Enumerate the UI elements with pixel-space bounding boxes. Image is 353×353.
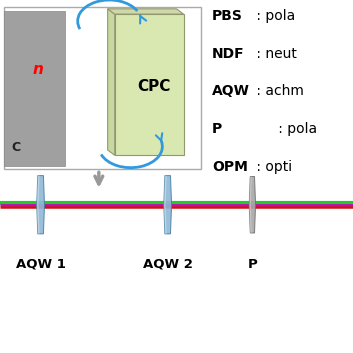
Text: : pola: : pola xyxy=(252,9,296,23)
Polygon shape xyxy=(249,176,252,233)
Text: CPC: CPC xyxy=(137,79,170,94)
Text: : opti: : opti xyxy=(252,160,293,174)
Text: C: C xyxy=(11,141,20,154)
Text: P: P xyxy=(212,122,222,136)
Text: : pola: : pola xyxy=(252,122,317,136)
Text: AQW 2: AQW 2 xyxy=(143,258,193,271)
Polygon shape xyxy=(108,9,184,14)
Polygon shape xyxy=(37,175,44,234)
Bar xyxy=(4,7,201,169)
Text: PBS: PBS xyxy=(212,9,243,23)
Polygon shape xyxy=(108,9,115,155)
Text: n: n xyxy=(32,62,43,77)
Bar xyxy=(4,11,65,166)
Text: : achm: : achm xyxy=(252,84,304,98)
Polygon shape xyxy=(115,14,184,155)
Text: AQW 1: AQW 1 xyxy=(16,258,66,271)
Text: P: P xyxy=(247,258,257,271)
Text: : neut: : neut xyxy=(252,47,297,61)
Polygon shape xyxy=(37,175,40,234)
Polygon shape xyxy=(164,175,167,234)
Text: OPM: OPM xyxy=(212,160,248,174)
Polygon shape xyxy=(249,176,256,233)
Polygon shape xyxy=(164,175,172,234)
Text: AQW: AQW xyxy=(212,84,250,98)
Text: NDF: NDF xyxy=(212,47,244,61)
